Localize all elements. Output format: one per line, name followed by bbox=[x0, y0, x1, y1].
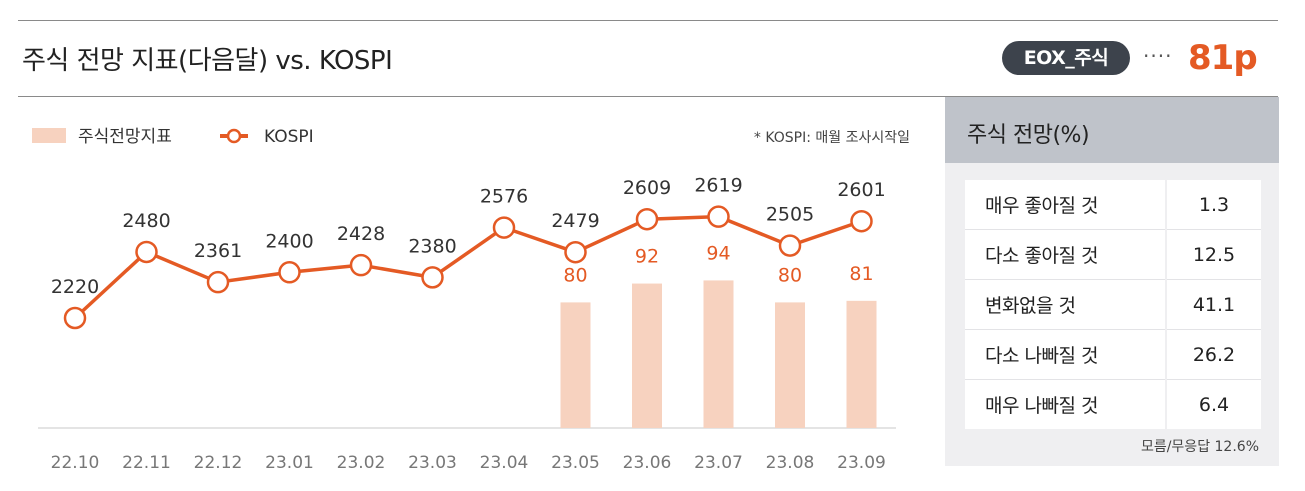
kospi-point bbox=[421, 266, 444, 289]
kospi-point bbox=[135, 240, 158, 264]
x-tick-label: 23.06 bbox=[623, 453, 672, 473]
top-rule bbox=[18, 20, 1278, 21]
panel-title: 주식 전망(%) bbox=[967, 123, 1090, 148]
bar bbox=[775, 302, 805, 428]
row-label: 매우 좋아질 것 bbox=[965, 180, 1166, 230]
kospi-point bbox=[63, 306, 87, 330]
kospi-data-label: 2619 bbox=[694, 175, 742, 197]
kospi-line bbox=[73, 214, 863, 320]
kospi-point bbox=[850, 209, 873, 233]
header-rule bbox=[18, 96, 1278, 97]
kospi-data-label: 2601 bbox=[837, 179, 885, 201]
kospi-data-label: 2400 bbox=[265, 230, 313, 252]
x-tick-label: 22.11 bbox=[122, 453, 171, 473]
x-tick-label: 23.03 bbox=[408, 453, 457, 473]
kospi-data-label: 2505 bbox=[766, 204, 814, 226]
bar bbox=[703, 280, 734, 428]
score-value: 81p bbox=[1188, 38, 1258, 78]
row-label: 변화없을 것 bbox=[965, 279, 1166, 330]
kospi-point bbox=[349, 253, 373, 277]
bar-data-label: 80 bbox=[778, 264, 802, 286]
table-row: 매우 좋아질 것 1.3 bbox=[965, 180, 1261, 230]
legend-line-marker bbox=[226, 128, 242, 144]
x-tick-label: 23.04 bbox=[480, 453, 529, 473]
kospi-data-label: 2220 bbox=[51, 276, 99, 298]
kospi-data-label: 2380 bbox=[408, 235, 456, 257]
x-tick-label: 22.12 bbox=[194, 453, 243, 473]
bar-data-label: 92 bbox=[635, 246, 659, 268]
x-tick-label: 23.08 bbox=[766, 453, 815, 473]
survey-table: 매우 좋아질 것 1.3 다소 좋아질 것 12.5 변화없을 것 41.1 다… bbox=[965, 180, 1261, 429]
kospi-point bbox=[564, 240, 587, 264]
category-badge: EOX_주식 bbox=[1002, 41, 1130, 75]
panel-header: 주식 전망(%) bbox=[945, 97, 1279, 163]
kospi-point bbox=[635, 207, 659, 231]
bar bbox=[560, 302, 591, 428]
row-value: 6.4 bbox=[1165, 379, 1261, 429]
panel-note: 모름/무응답 12.6% bbox=[1140, 439, 1259, 455]
x-tick-label: 23.07 bbox=[694, 453, 743, 473]
row-label: 매우 나빠질 것 bbox=[965, 379, 1166, 429]
kospi-data-label: 2428 bbox=[337, 223, 385, 245]
row-label: 다소 좋아질 것 bbox=[965, 229, 1166, 280]
chart-legend: 주식전망지표 KOSPI * KOSPI: 매월 조사시작일 bbox=[32, 127, 910, 147]
kospi-data-label: 2576 bbox=[480, 186, 528, 208]
legend-bar-label: 주식전망지표 bbox=[78, 127, 172, 147]
kospi-data-label: 2609 bbox=[623, 177, 671, 199]
kospi-point bbox=[707, 205, 730, 228]
table-row: 다소 나빠질 것 26.2 bbox=[965, 329, 1261, 380]
kospi-point bbox=[778, 234, 802, 257]
x-tick-label: 23.01 bbox=[265, 453, 314, 473]
bar-data-label: 94 bbox=[706, 242, 730, 264]
x-tick-label: 23.02 bbox=[337, 453, 386, 473]
kospi-data-label: 2361 bbox=[194, 240, 242, 262]
survey-panel: 주식 전망(%) 매우 좋아질 것 1.3 다소 좋아질 것 12.5 변화없을… bbox=[945, 97, 1279, 466]
bar-data-label: 81 bbox=[849, 263, 873, 285]
kospi-data-label: 2480 bbox=[122, 210, 170, 232]
chart-note: * KOSPI: 매월 조사시작일 bbox=[754, 130, 910, 146]
x-tick-label: 22.10 bbox=[51, 453, 100, 473]
kospi-point bbox=[278, 261, 301, 284]
kospi-point bbox=[492, 216, 516, 239]
kospi-point bbox=[206, 270, 230, 294]
table-row: 매우 나빠질 것 6.4 bbox=[965, 379, 1261, 429]
page-title: 주식 전망 지표(다음달) vs. KOSPI bbox=[22, 46, 393, 76]
table-row: 변화없을 것 41.1 bbox=[965, 279, 1261, 330]
row-value: 12.5 bbox=[1165, 229, 1261, 280]
legend-bar-swatch bbox=[32, 128, 66, 143]
table-row: 다소 좋아질 것 12.5 bbox=[965, 229, 1261, 280]
legend-line-label: KOSPI bbox=[264, 127, 314, 147]
bar bbox=[632, 283, 662, 428]
row-value: 41.1 bbox=[1165, 279, 1261, 330]
dots-separator: ···· bbox=[1143, 44, 1173, 68]
row-label: 다소 나빠질 것 bbox=[965, 329, 1166, 380]
row-value: 1.3 bbox=[1165, 180, 1261, 230]
row-value: 26.2 bbox=[1165, 329, 1261, 380]
x-tick-label: 23.09 bbox=[837, 453, 886, 473]
x-tick-label: 23.05 bbox=[551, 453, 600, 473]
kospi-data-label: 2479 bbox=[551, 210, 599, 232]
combo-chart: 주식전망지표 KOSPI * KOSPI: 매월 조사시작일 80 92 94 80 8… bbox=[32, 127, 910, 473]
bar bbox=[846, 300, 877, 428]
bar-data-label: 80 bbox=[563, 264, 587, 286]
